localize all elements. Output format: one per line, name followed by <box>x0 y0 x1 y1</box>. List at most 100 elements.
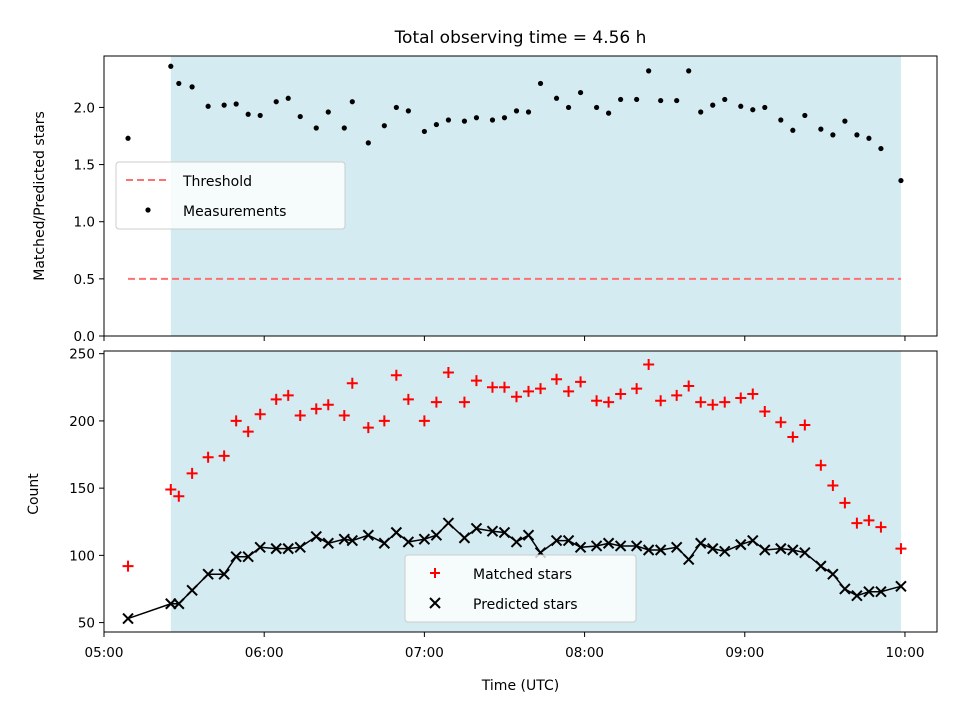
measurement-point <box>738 103 744 109</box>
predicted-star-point <box>827 568 839 580</box>
top-y-tick-label: 0.5 <box>74 272 95 288</box>
matched-star-point <box>719 396 731 408</box>
measurement-point <box>461 118 468 124</box>
matched-star-point <box>310 403 322 415</box>
matched-star-point <box>839 497 851 509</box>
matched-star-point <box>655 395 667 407</box>
measurement-point <box>842 118 848 124</box>
bottom-y-tick-label: 250 <box>69 347 95 363</box>
measurement-point <box>674 97 680 104</box>
matched-star-point <box>346 377 358 389</box>
x-axis-label: Time (UTC) <box>481 678 559 694</box>
predicted-star-point <box>173 598 185 610</box>
predicted-star-point <box>787 544 799 556</box>
measurement-point <box>313 125 319 131</box>
predicted-star-point <box>430 529 443 541</box>
measurement-point <box>722 96 728 103</box>
measurement-point <box>285 95 291 101</box>
measurement-point <box>762 104 768 111</box>
measurement-point <box>176 80 182 87</box>
predicted-star-point <box>695 537 707 549</box>
measurements-series <box>125 63 904 184</box>
matched-star-point <box>294 410 306 422</box>
predicted-stars-series <box>122 517 907 625</box>
measurement-point <box>658 97 664 104</box>
predicted-star-point <box>654 544 667 556</box>
predicted-star-point <box>682 553 695 566</box>
x-tick-label: 05:00 <box>85 645 124 661</box>
predicted-star-point <box>670 541 683 554</box>
matched-star-point <box>186 467 198 479</box>
matched-star-point <box>173 490 185 502</box>
bottom-y-tick-label: 150 <box>69 481 95 497</box>
matched-star-point <box>551 373 563 385</box>
predicted-star-point <box>895 580 907 592</box>
matched-star-point <box>242 426 254 438</box>
bottom-y-axis-label: Count <box>26 473 42 515</box>
predicted-star-point <box>242 551 254 563</box>
predicted-star-point <box>735 538 747 551</box>
matched-star-point <box>747 388 759 400</box>
matched-star-point <box>202 451 214 463</box>
matched-star-point <box>270 393 282 405</box>
matched-star-point <box>122 560 134 572</box>
matched-star-point <box>430 396 442 408</box>
measurement-point <box>473 115 480 121</box>
x-tick-label: 09:00 <box>725 645 764 661</box>
bottom-legend-box <box>404 554 637 623</box>
legend-threshold-label: Threshold <box>182 174 252 190</box>
measurement-point <box>393 104 399 111</box>
measurement-point <box>189 84 195 90</box>
measurement-point <box>710 102 716 108</box>
predicted-star-point <box>470 522 483 535</box>
measurement-point <box>513 108 520 114</box>
predicted-star-point <box>863 585 875 598</box>
matched-star-point <box>378 415 390 427</box>
top-panel: Total observing time = 4.56 h 0.0 0.5 1.0 1… <box>32 28 938 345</box>
measurement-point <box>257 112 263 119</box>
predicted-star-point <box>614 540 627 552</box>
predicted-star-point <box>719 545 731 558</box>
measurement-point <box>778 117 784 123</box>
matched-star-point <box>338 410 350 422</box>
top-y-axis-label: Matched/Predicted stars <box>32 111 48 281</box>
measurement-point <box>818 126 824 132</box>
matched-star-point <box>442 367 454 379</box>
matched-star-point <box>787 431 799 443</box>
predicted-star-point <box>390 526 403 539</box>
predicted-star-point <box>346 534 359 547</box>
measurement-point <box>606 110 612 116</box>
matched-star-point <box>418 415 430 427</box>
bottom-y-tick-label: 100 <box>69 548 95 564</box>
measurement-point <box>790 127 796 133</box>
matched-star-point <box>615 388 627 400</box>
matched-star-point <box>759 406 771 418</box>
measurement-point <box>233 101 239 107</box>
measurement-point <box>750 107 756 113</box>
predicted-star-point <box>418 533 431 545</box>
predicted-star-point <box>839 583 851 595</box>
predicted-star-point <box>402 536 415 548</box>
matched-star-point <box>603 396 615 408</box>
matched-star-point <box>707 399 719 411</box>
predicted-star-point <box>218 568 230 580</box>
matched-star-point <box>402 393 414 405</box>
matched-star-point <box>362 422 374 434</box>
predicted-star-point <box>562 534 575 547</box>
bottom-y-tick-label: 50 <box>78 616 95 632</box>
predicted-star-point <box>775 542 787 555</box>
matched-star-point <box>470 375 482 387</box>
predicted-star-point <box>230 551 242 563</box>
predicted-star-point <box>707 542 719 555</box>
matched-star-point <box>799 419 811 431</box>
matched-star-point <box>895 543 907 555</box>
measurement-point <box>830 132 836 138</box>
measurement-point <box>618 96 624 103</box>
measurement-point <box>553 95 560 101</box>
legend-predicted-label: Predicted stars <box>473 597 578 613</box>
matched-star-point <box>863 514 875 526</box>
measurement-point <box>537 80 544 87</box>
matched-star-point <box>523 385 535 397</box>
x-tick-label: 06:00 <box>245 645 284 661</box>
